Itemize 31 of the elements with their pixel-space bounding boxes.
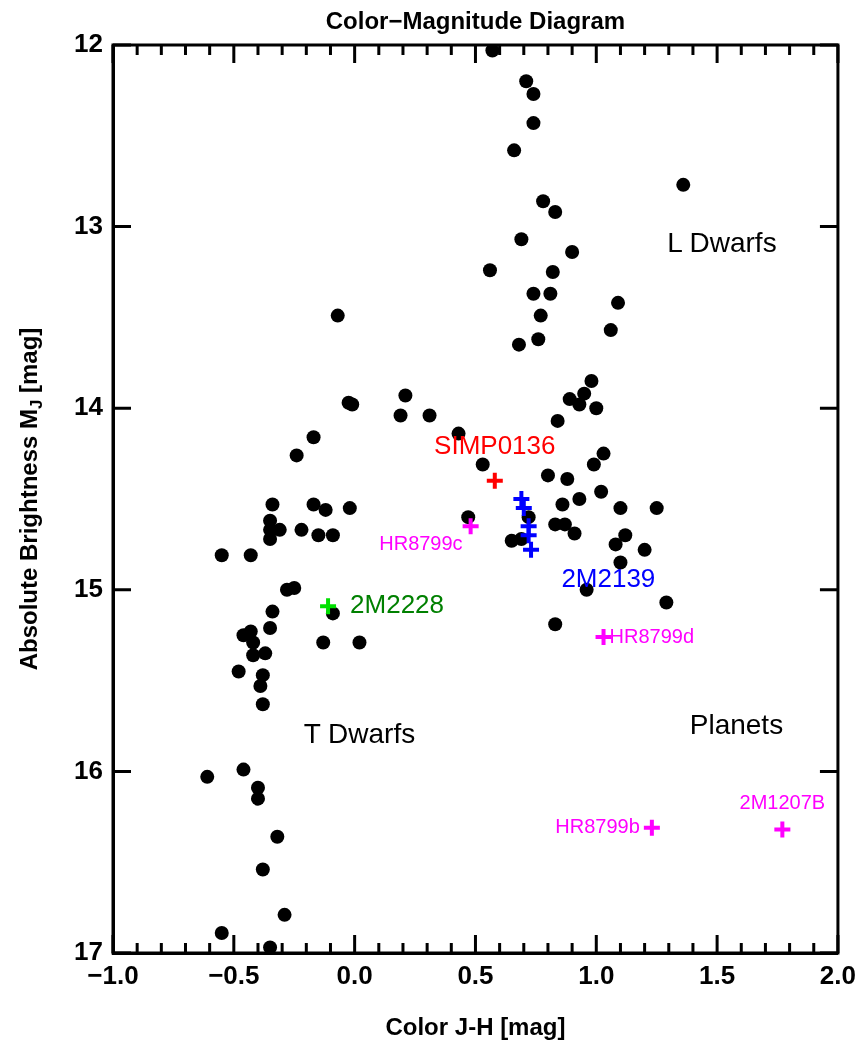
- y-tick-label: 12: [74, 28, 103, 59]
- x-tick-label: −0.5: [208, 959, 260, 990]
- point: [772, 819, 793, 840]
- series-label: 2M2139: [561, 563, 656, 594]
- series-label: SIMP0136: [434, 430, 556, 461]
- series-label: 2M2228: [350, 589, 445, 620]
- x-tick-label: 1.0: [578, 959, 615, 990]
- x-tick-label: 1.5: [699, 959, 736, 990]
- x-tick-label: 2.0: [819, 959, 857, 990]
- series-label: 2M1207B: [739, 791, 826, 814]
- y-tick-label: 15: [74, 572, 103, 603]
- x-axis-title: Color J-H [mag]: [385, 1012, 566, 1040]
- y-tick-label: 13: [74, 209, 103, 240]
- annotation: Planets: [689, 708, 784, 740]
- point: [641, 817, 662, 838]
- point: [521, 539, 542, 560]
- x-tick-label: 0.0: [336, 959, 373, 990]
- annotation: T Dwarfs: [303, 717, 416, 749]
- point: [484, 470, 505, 491]
- point: [318, 596, 339, 617]
- y-axis-title: Absolute Brightness MJ [mag]: [14, 327, 46, 671]
- x-tick-label: 0.5: [457, 959, 494, 990]
- y-tick-label: 14: [74, 391, 104, 422]
- annotation: L Dwarfs: [667, 227, 777, 259]
- series-label: HR8799c: [379, 531, 463, 554]
- point: [518, 525, 539, 546]
- y-tick-label: 16: [74, 754, 103, 785]
- point: [460, 516, 481, 537]
- series-label: HR8799b: [555, 815, 640, 838]
- series-label: HR8799d: [609, 624, 695, 647]
- chart-title: Color−Magnitude Diagram: [325, 6, 626, 34]
